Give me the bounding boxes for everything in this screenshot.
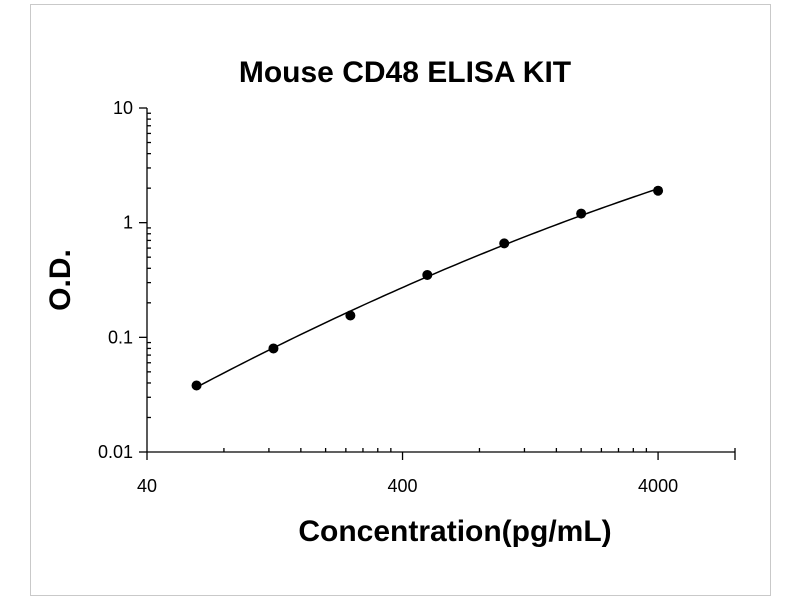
y-tick-label: 10 (113, 98, 133, 118)
x-tick-label: 40 (137, 476, 157, 496)
x-tick-label: 400 (388, 476, 418, 496)
data-point (268, 343, 279, 354)
y-tick-label: 0.1 (108, 327, 133, 347)
data-point (576, 208, 587, 219)
x-tick-label: 4000 (638, 476, 678, 496)
y-tick-label: 1 (123, 213, 133, 233)
data-point (499, 238, 510, 249)
data-point (653, 185, 664, 196)
y-tick-label: 0.01 (98, 442, 133, 462)
data-point (422, 269, 433, 280)
axes (146, 108, 735, 453)
data-point (191, 380, 202, 391)
chart-frame (30, 4, 771, 596)
axis-ticks (139, 107, 736, 460)
x-axis-label: Concentration(pg/mL) (298, 515, 611, 548)
y-axis-label: O.D. (44, 249, 77, 311)
fit-curve (196, 187, 659, 388)
data-point (345, 310, 356, 321)
chart-title: Mouse CD48 ELISA KIT (239, 56, 571, 89)
data-points (191, 185, 664, 391)
